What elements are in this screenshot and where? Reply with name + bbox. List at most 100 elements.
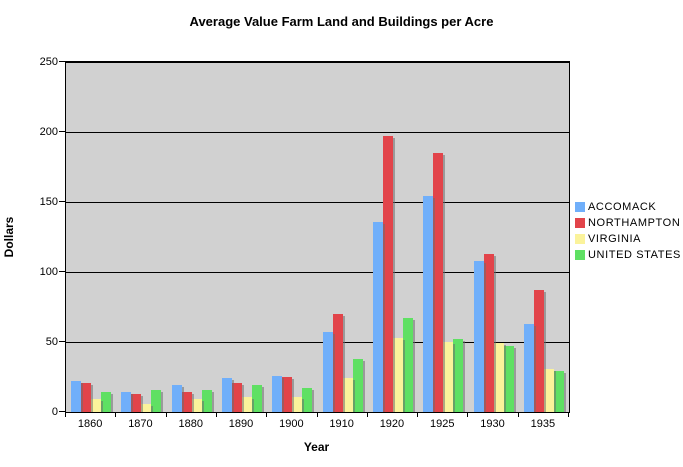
x-tick-label-1900: 1900 [279,418,304,430]
bar-group-1920 [368,62,418,412]
bar-united-states-1870 [151,389,162,412]
x-tick-label-1925: 1925 [430,418,455,430]
legend: ACCOMACK NORTHAMPTON VIRGINIA UNITED STATES [575,201,681,265]
legend-label: NORTHAMPTON [588,217,681,229]
bar-united-states-1880 [201,389,212,412]
bar-united-states-1925 [453,339,464,412]
bar-accomack-1910 [322,332,333,412]
y-tick-mark-250 [59,61,66,62]
bar-northampton-1925 [433,153,444,412]
bar-virginia-1870 [141,403,152,412]
bar-virginia-1935 [543,368,554,412]
legend-swatch-icon [575,234,585,244]
x-tick-mark-1 [115,412,117,417]
x-tick-mark-4 [266,412,268,417]
legend-item-accomack: ACCOMACK [575,201,681,213]
bar-virginia-1920 [392,337,403,412]
x-tick-label-1920: 1920 [379,418,405,430]
y-tick-mark-150 [59,201,66,202]
x-tick-mark-2 [165,412,167,417]
y-tick-label-0: 0 [51,406,58,418]
bar-northampton-1860 [81,382,92,412]
bar-virginia-1880 [191,399,202,412]
bar-group-1870 [116,62,166,412]
legend-label: ACCOMACK [588,201,657,213]
y-tick-label-250: 250 [39,56,58,68]
bar-united-states-1860 [101,392,112,412]
bar-group-1900 [267,62,317,412]
bar-virginia-1910 [342,378,353,412]
x-tick-mark-9 [517,412,519,417]
bar-virginia-1925 [443,342,454,412]
bar-united-states-1900 [302,388,313,412]
bar-group-1890 [217,62,267,412]
legend-label: VIRGINIA [588,233,642,245]
bar-accomack-1880 [171,385,182,412]
bar-accomack-1930 [473,260,484,412]
bar-group-1925 [418,62,468,412]
bar-northampton-1920 [382,136,393,412]
y-axis-label: Dollars [2,216,16,258]
gridline-50 [66,342,569,343]
bar-accomack-1890 [222,378,233,412]
y-tick-mark-200 [59,131,66,132]
bar-virginia-1930 [493,343,504,412]
bar-united-states-1935 [553,371,564,412]
gridline-100 [66,272,569,273]
bar-accomack-1925 [423,196,434,412]
bar-virginia-1860 [91,399,102,412]
bar-united-states-1910 [352,358,363,412]
bar-northampton-1880 [181,392,192,412]
y-tick-label-100: 100 [39,266,58,278]
gridline-200 [66,132,569,133]
x-tick-mark-10 [568,412,569,417]
y-tick-label-200: 200 [39,126,58,138]
gridline-250 [66,62,569,63]
bar-virginia-1890 [242,396,253,412]
bar-accomack-1860 [71,381,82,412]
bar-united-states-1920 [402,318,413,412]
bar-group-1910 [318,62,368,412]
bar-accomack-1870 [121,392,132,412]
bar-accomack-1920 [372,221,383,412]
y-tick-label-50: 50 [45,336,58,348]
gridline-150 [66,202,569,203]
bar-accomack-1900 [272,375,283,412]
chart-title: Average Value Farm Land and Buildings pe… [189,14,494,29]
bar-accomack-1935 [523,323,534,412]
legend-label: UNITED STATES [588,249,681,261]
y-tick-label-150: 150 [39,196,58,208]
bar-group-1860 [66,62,116,412]
bar-northampton-1930 [483,253,494,412]
bar-united-states-1890 [252,385,263,412]
legend-swatch-icon [575,250,585,260]
x-tick-label-1910: 1910 [329,418,354,430]
x-tick-mark-0 [65,412,66,417]
bar-northampton-1890 [232,382,243,412]
legend-swatch-icon [575,202,585,212]
y-tick-mark-0 [59,411,66,412]
legend-swatch-icon [575,218,585,228]
bar-northampton-1900 [282,377,293,412]
x-tick-mark-7 [417,412,419,417]
x-tick-label-1860: 1860 [77,418,103,430]
bar-group-1880 [167,62,217,412]
bar-virginia-1900 [292,396,303,412]
x-tick-mark-3 [215,412,217,417]
legend-item-united-states: UNITED STATES [575,249,681,261]
x-tick-label-1935: 1935 [530,418,556,430]
y-tick-mark-50 [59,341,66,342]
bar-united-states-1930 [503,346,514,412]
x-axis-label: Year [303,440,330,454]
bar-northampton-1935 [533,290,544,412]
x-tick-label-1930: 1930 [480,418,505,430]
bar-northampton-1870 [131,393,142,412]
x-tick-label-1890: 1890 [228,418,254,430]
x-tick-mark-5 [316,412,318,417]
bar-group-1935 [519,62,569,412]
x-tick-mark-8 [467,412,469,417]
legend-item-virginia: VIRGINIA [575,233,681,245]
legend-item-northampton: NORTHAMPTON [575,217,681,229]
y-tick-mark-100 [59,271,66,272]
